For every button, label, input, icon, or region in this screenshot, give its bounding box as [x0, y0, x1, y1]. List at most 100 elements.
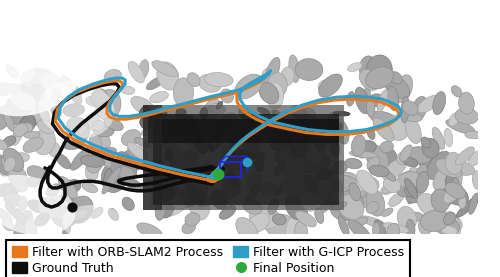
Ellipse shape	[349, 151, 378, 158]
Ellipse shape	[390, 113, 411, 141]
Ellipse shape	[169, 150, 198, 172]
Ellipse shape	[244, 135, 260, 156]
Ellipse shape	[69, 84, 82, 104]
Ellipse shape	[174, 78, 194, 107]
Ellipse shape	[299, 61, 312, 73]
Ellipse shape	[96, 89, 121, 120]
Ellipse shape	[436, 159, 462, 178]
Ellipse shape	[108, 208, 119, 221]
Ellipse shape	[157, 62, 178, 90]
Ellipse shape	[446, 173, 454, 190]
Point	[214, 171, 222, 176]
Ellipse shape	[2, 219, 14, 231]
Ellipse shape	[441, 226, 458, 235]
Ellipse shape	[298, 137, 326, 154]
Ellipse shape	[102, 119, 116, 135]
Ellipse shape	[224, 146, 239, 157]
Ellipse shape	[273, 130, 285, 145]
Ellipse shape	[246, 184, 260, 202]
Ellipse shape	[196, 141, 207, 153]
Ellipse shape	[230, 140, 237, 153]
Ellipse shape	[291, 140, 308, 158]
Ellipse shape	[0, 106, 14, 130]
Ellipse shape	[367, 157, 380, 170]
Ellipse shape	[403, 212, 423, 222]
Ellipse shape	[352, 135, 366, 157]
Ellipse shape	[366, 189, 384, 216]
Ellipse shape	[87, 147, 117, 165]
Ellipse shape	[369, 165, 389, 177]
Ellipse shape	[0, 175, 76, 235]
Ellipse shape	[317, 156, 330, 175]
Ellipse shape	[455, 108, 478, 124]
Ellipse shape	[338, 194, 364, 220]
Ellipse shape	[222, 178, 240, 198]
Ellipse shape	[187, 160, 200, 174]
Ellipse shape	[406, 194, 419, 203]
Ellipse shape	[6, 99, 24, 125]
Ellipse shape	[5, 204, 31, 227]
Ellipse shape	[314, 208, 324, 224]
Ellipse shape	[234, 148, 249, 168]
Ellipse shape	[228, 150, 238, 158]
Ellipse shape	[223, 169, 241, 188]
Ellipse shape	[122, 130, 141, 146]
Ellipse shape	[330, 191, 364, 220]
Ellipse shape	[32, 169, 45, 182]
Legend: Filter with ORB-SLAM2 Process, Ground Truth, Filter with G-ICP Process, Final Po: Filter with ORB-SLAM2 Process, Ground Tr…	[6, 240, 410, 277]
Ellipse shape	[289, 55, 300, 83]
Ellipse shape	[259, 82, 279, 104]
Ellipse shape	[144, 181, 161, 195]
Ellipse shape	[52, 206, 77, 227]
Ellipse shape	[468, 151, 484, 166]
Ellipse shape	[400, 145, 412, 161]
Ellipse shape	[447, 160, 462, 189]
Ellipse shape	[34, 98, 51, 111]
Ellipse shape	[80, 155, 104, 167]
Ellipse shape	[356, 170, 378, 194]
Ellipse shape	[394, 75, 412, 102]
Ellipse shape	[355, 87, 370, 114]
Ellipse shape	[91, 207, 103, 218]
Ellipse shape	[176, 114, 196, 132]
Ellipse shape	[198, 164, 221, 184]
Ellipse shape	[417, 95, 440, 113]
Ellipse shape	[362, 177, 379, 191]
Ellipse shape	[318, 74, 342, 97]
Ellipse shape	[396, 171, 418, 197]
Ellipse shape	[210, 103, 226, 114]
Ellipse shape	[348, 63, 362, 72]
Ellipse shape	[2, 155, 15, 170]
Ellipse shape	[134, 138, 151, 148]
Ellipse shape	[429, 212, 462, 234]
Ellipse shape	[280, 67, 294, 86]
Ellipse shape	[212, 190, 228, 209]
Ellipse shape	[82, 183, 98, 193]
Ellipse shape	[242, 112, 255, 123]
Ellipse shape	[234, 74, 262, 99]
Ellipse shape	[278, 127, 285, 145]
Ellipse shape	[10, 92, 36, 111]
Ellipse shape	[433, 91, 446, 115]
Ellipse shape	[430, 214, 459, 235]
Ellipse shape	[182, 222, 196, 234]
Ellipse shape	[336, 172, 366, 201]
Ellipse shape	[267, 83, 283, 109]
Ellipse shape	[401, 96, 409, 123]
Ellipse shape	[388, 86, 398, 111]
Ellipse shape	[0, 140, 8, 150]
Ellipse shape	[179, 115, 194, 125]
Ellipse shape	[14, 210, 32, 240]
Ellipse shape	[116, 152, 136, 179]
Ellipse shape	[300, 178, 320, 211]
Ellipse shape	[360, 56, 378, 81]
Ellipse shape	[449, 113, 460, 126]
Bar	[153, 119, 339, 205]
Ellipse shape	[140, 106, 149, 118]
Ellipse shape	[216, 101, 222, 109]
Ellipse shape	[383, 223, 409, 233]
Ellipse shape	[422, 138, 439, 158]
Ellipse shape	[320, 187, 331, 203]
Ellipse shape	[472, 171, 482, 189]
Ellipse shape	[198, 74, 222, 92]
